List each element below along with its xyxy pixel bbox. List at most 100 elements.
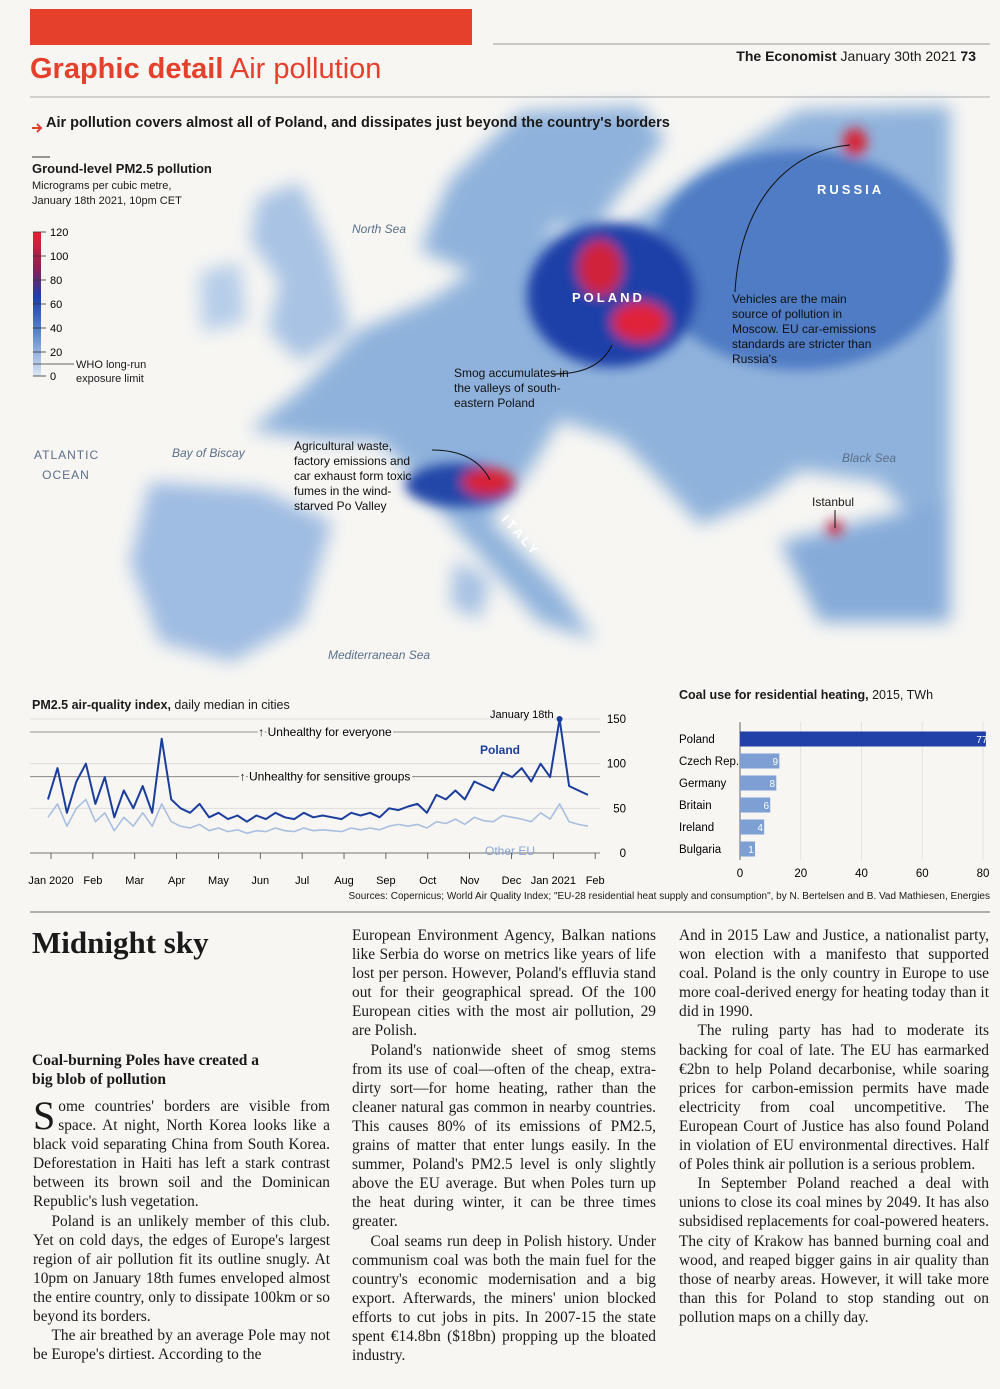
map <box>130 106 950 662</box>
place-label: RUSSIA <box>817 182 885 197</box>
arrow-icon: ↑ <box>258 725 267 739</box>
category-label: Britain <box>679 800 712 812</box>
paragraph: Poland's nationwide sheet of smog stems … <box>352 1041 656 1231</box>
land <box>450 560 490 620</box>
bar <box>740 841 756 857</box>
annotation: Smog accumulates in the valleys of south… <box>454 366 569 410</box>
pollution <box>462 468 514 496</box>
bar <box>740 797 771 813</box>
bar <box>740 753 780 769</box>
x-tick-label: Jul <box>295 875 309 887</box>
place-label: ATLANTIC OCEAN <box>34 448 100 482</box>
annotation: Agricultural waste, factory emissions an… <box>294 439 412 513</box>
leader-line <box>551 344 613 375</box>
sources: Sources: Copernicus; World Air Quality I… <box>348 891 990 902</box>
topic: Air pollution <box>229 53 382 85</box>
arrow-icon <box>32 123 43 133</box>
article-column: European Environment Agency, Balkan nati… <box>352 926 656 1365</box>
annotation: Vehicles are the main source of pollutio… <box>732 292 877 366</box>
page-number: 73 <box>960 48 976 64</box>
pollution <box>612 302 668 342</box>
place-label: Mediterranean Sea <box>328 648 431 662</box>
x-tick-label: Feb <box>83 875 102 887</box>
page-info: The Economist January 30th 2021 73 <box>736 48 976 64</box>
category-label: Germany <box>679 778 727 790</box>
series-label: Other EU <box>485 844 535 858</box>
paragraph: The air breathed by an average Pole may … <box>33 1327 330 1364</box>
value-label: 9 <box>773 757 779 768</box>
y-tick-label: 100 <box>607 759 626 771</box>
x-tick-label: 0 <box>737 868 743 880</box>
series-line <box>47 718 589 823</box>
x-tick-label: 60 <box>916 868 929 880</box>
series-label: Poland <box>480 743 520 757</box>
place-label: Black Sea <box>842 451 897 465</box>
x-tick-label: Jan 2020 <box>28 875 73 887</box>
legend-limit-label: WHO long-run exposure limit <box>76 359 147 385</box>
x-tick-label: Apr <box>168 875 185 887</box>
header-bar <box>30 9 472 45</box>
article-standfirst: Coal-burning Poles have created a big bl… <box>32 1052 260 1088</box>
peak-label: January 18th <box>490 709 554 721</box>
paragraph: The ruling party has had to moderate its… <box>679 1022 989 1174</box>
x-tick-label: Jun <box>251 875 269 887</box>
category-label: Czech Rep. <box>679 756 739 768</box>
paragraph: Coal seams run deep in Polish history. U… <box>352 1232 656 1365</box>
leader-line <box>734 144 851 293</box>
place-label: Bay of Biscay <box>172 446 245 460</box>
bar <box>740 731 986 747</box>
value-label: 1 <box>748 845 754 856</box>
land <box>200 262 246 332</box>
x-tick-label: Sep <box>376 875 396 887</box>
land <box>780 500 950 622</box>
value-label: 4 <box>757 823 763 834</box>
category-label: Bulgaria <box>679 844 722 856</box>
pollution <box>650 150 950 370</box>
y-tick-label: 150 <box>607 714 626 726</box>
place-label: North Sea <box>352 222 407 236</box>
peak-dot <box>556 716 563 722</box>
x-tick-label: May <box>208 875 229 887</box>
bar-chart-title: Coal use for residential heating, <box>679 688 869 702</box>
line-chart-heading: PM2.5 air-quality index, daily median in… <box>32 698 290 712</box>
line-chart-title: PM2.5 air-quality index, <box>32 698 171 712</box>
land <box>420 106 665 272</box>
publication: The Economist <box>736 48 837 64</box>
series-line <box>47 798 589 835</box>
land <box>130 482 332 662</box>
threshold-text: Unhealthy for sensitive groups <box>249 770 410 784</box>
bar <box>740 819 765 835</box>
paragraph: Some countries' borders are visible from… <box>33 1093 330 1211</box>
category-label: Poland <box>679 734 715 746</box>
bar-chart: 0 20 40 60 80 Poland 77 Czech Rep. 9 Germany 8 Brit… <box>679 722 989 880</box>
value-label: 77 <box>976 735 988 746</box>
x-tick-label: Jan 2021 <box>531 875 576 887</box>
value-label: 6 <box>763 801 769 812</box>
paragraph: In September Poland reached a deal with … <box>679 1175 989 1326</box>
y-tick-label: 0 <box>620 848 626 860</box>
legend-tick-label: 100 <box>50 251 68 263</box>
x-tick-label: Oct <box>419 875 436 887</box>
x-tick-label: Mar <box>125 875 144 887</box>
article-column: And in 2015 Law and Justice, a nationali… <box>679 926 989 1327</box>
value-label: 8 <box>770 779 776 790</box>
pollution <box>578 240 622 296</box>
pollution <box>843 128 867 156</box>
x-tick-label: Dec <box>502 875 522 887</box>
line-chart-subtitle: daily median in cities <box>174 698 290 712</box>
land <box>250 182 350 362</box>
map-headline: Air pollution covers almost all of Polan… <box>46 115 670 131</box>
x-tick-label: 80 <box>977 868 990 880</box>
category-label: Ireland <box>679 822 714 834</box>
threshold-text: Unhealthy for everyone <box>268 725 392 739</box>
article-column: Some countries' borders are visible from… <box>33 1093 330 1364</box>
place-label: POLAND <box>572 290 645 305</box>
legend-tick-label: 0 <box>50 371 56 383</box>
x-tick-label: Feb <box>586 875 605 887</box>
legend-subtitle: Micrograms per cubic metre, January 18th… <box>32 180 182 207</box>
y-tick-label: 50 <box>613 803 626 815</box>
arrow-icon: ↑ <box>240 770 249 784</box>
bar <box>740 775 777 791</box>
